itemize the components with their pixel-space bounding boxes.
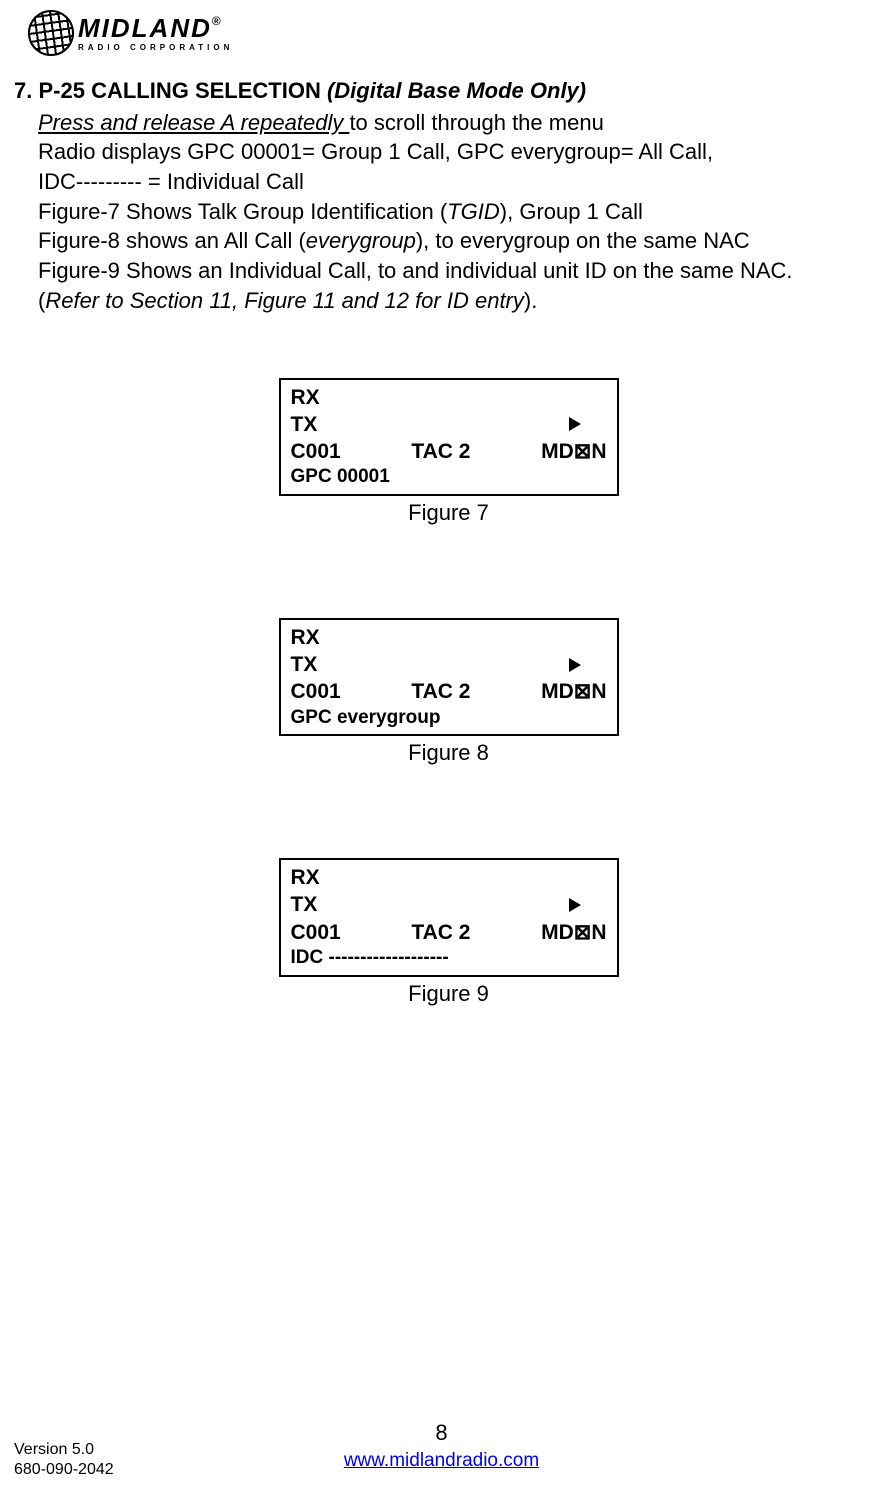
section-heading: 7. P-25 CALLING SELECTION (Digital Base … — [14, 76, 883, 106]
line-6: Figure-9 Shows an Individual Call, to an… — [38, 256, 883, 286]
body-text: Press and release A repeatedly to scroll… — [14, 108, 883, 316]
page-content: 7. P-25 CALLING SELECTION (Digital Base … — [14, 76, 883, 1008]
play-icon — [569, 898, 581, 912]
rx-label: RX — [291, 384, 607, 411]
radio-display-fig9: RX TX C001 TAC 2 MD⊠N IDC --------------… — [279, 858, 619, 977]
version-line: Version 5.0 — [14, 1440, 114, 1460]
brand-logo: MIDLAND® RADIO CORPORATION — [28, 10, 233, 56]
idc-value: IDC ------------------- — [291, 946, 607, 971]
tac-label: TAC 2 — [411, 919, 470, 946]
footer-url-link[interactable]: www.midlandradio.com — [344, 1450, 539, 1471]
tx-label: TX — [291, 651, 318, 678]
channel-label: C001 — [291, 919, 341, 946]
radio-display-fig7: RX TX C001 TAC 2 MD⊠N GPC 00001 — [279, 378, 619, 497]
part-number: 680-090-2042 — [14, 1460, 114, 1480]
mode-label: MD⊠N — [541, 438, 606, 465]
tx-label: TX — [291, 411, 318, 438]
page-footer: 8 www.midlandradio.com — [0, 1420, 883, 1472]
figure-8-caption: Figure 8 — [14, 738, 883, 768]
line-5: Figure-8 shows an All Call (everygroup),… — [38, 226, 883, 256]
logo-main-text: MIDLAND® — [78, 15, 233, 41]
rx-label: RX — [291, 624, 607, 651]
line-7: (Refer to Section 11, Figure 11 and 12 f… — [38, 286, 883, 316]
gpc-value: GPC everygroup — [291, 706, 607, 731]
page-number: 8 — [0, 1420, 883, 1446]
tac-label: TAC 2 — [411, 438, 470, 465]
play-icon — [569, 658, 581, 672]
logo-sub-text: RADIO CORPORATION — [78, 43, 233, 52]
globe-icon — [25, 7, 77, 59]
line-4: Figure-7 Shows Talk Group Identification… — [38, 197, 883, 227]
line-2: Radio displays GPC 00001= Group 1 Call, … — [38, 137, 883, 167]
tx-label: TX — [291, 891, 318, 918]
channel-label: C001 — [291, 678, 341, 705]
line-1: Press and release A repeatedly to scroll… — [38, 108, 883, 138]
mode-label: MD⊠N — [541, 678, 606, 705]
channel-label: C001 — [291, 438, 341, 465]
radio-display-fig8: RX TX C001 TAC 2 MD⊠N GPC everygroup — [279, 618, 619, 737]
line-3: IDC--------- = Individual Call — [38, 167, 883, 197]
tac-label: TAC 2 — [411, 678, 470, 705]
figure-9-caption: Figure 9 — [14, 979, 883, 1009]
mode-label: MD⊠N — [541, 919, 606, 946]
rx-label: RX — [291, 864, 607, 891]
figure-7-caption: Figure 7 — [14, 498, 883, 528]
play-icon — [569, 417, 581, 431]
version-block: Version 5.0 680-090-2042 — [14, 1440, 114, 1480]
gpc-value: GPC 00001 — [291, 465, 607, 490]
